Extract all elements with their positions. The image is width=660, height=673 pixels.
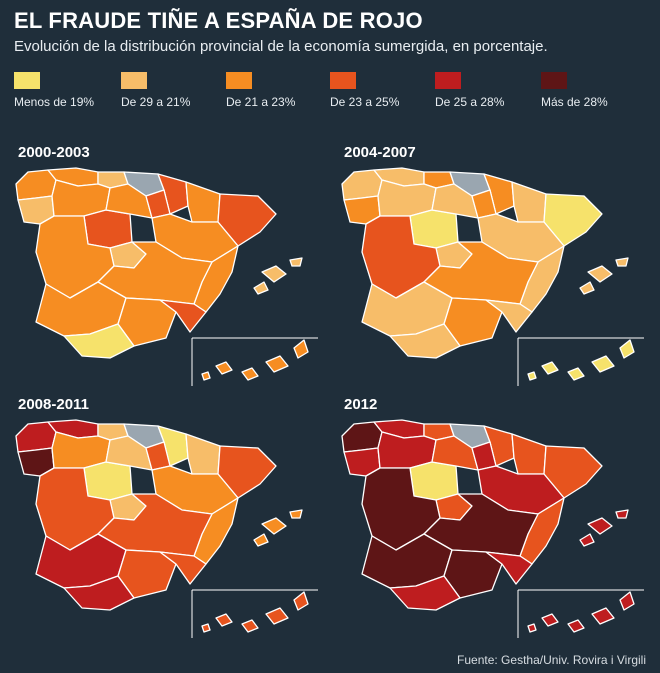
page-subtitle: Evolución de la distribución provincial …: [14, 38, 548, 55]
legend-label: Menos de 19%: [14, 95, 95, 109]
map-2000-2003: [15, 167, 318, 386]
legend-item-6: Más de 28%: [541, 72, 608, 109]
canary-islands-frame: [191, 337, 318, 386]
legend-swatch: [226, 72, 252, 89]
region-galicia-n: [341, 421, 383, 453]
region-navarra: [483, 425, 515, 467]
region-cyl-c: [83, 461, 133, 501]
region-navarra: [157, 425, 189, 467]
map-2012: [341, 419, 644, 638]
legend-item-3: De 21 a 23%: [226, 72, 295, 109]
legend-label: De 21 a 23%: [226, 95, 296, 109]
legend-swatch: [330, 72, 356, 89]
map-label-2012: 2012: [344, 396, 378, 413]
region-andalucia-s: [63, 323, 135, 359]
region-andalucia-s: [389, 323, 461, 359]
region-aragon-n: [511, 433, 547, 475]
region-cyl-c: [409, 209, 459, 249]
legend-item-2: De 29 a 21%: [121, 72, 190, 109]
legend-item-1: Menos de 19%: [14, 72, 94, 109]
region-cyl-c: [409, 461, 459, 501]
legend-swatch: [435, 72, 461, 89]
canary-islands-frame: [517, 337, 644, 386]
region-navarra: [483, 173, 515, 215]
region-murcia: [485, 299, 533, 333]
region-cyl-n: [51, 431, 111, 469]
legend-swatch: [14, 72, 40, 89]
region-balearic: [253, 257, 303, 295]
region-balearic: [579, 509, 629, 547]
region-balearic: [253, 509, 303, 547]
page-title: EL FRAUDE TIÑE A ESPAÑA DE ROJO: [14, 8, 423, 33]
region-aragon-n: [511, 181, 547, 223]
legend-item-5: De 25 a 28%: [435, 72, 504, 109]
legend-swatch: [121, 72, 147, 89]
map-2004-2007: [341, 167, 644, 386]
region-cyl-n: [377, 179, 437, 217]
region-cyl-n: [377, 431, 437, 469]
map-label-2000-2003: 2000-2003: [18, 144, 90, 161]
region-murcia: [159, 551, 207, 585]
legend-item-4: De 23 a 25%: [330, 72, 399, 109]
region-cyl-c: [83, 209, 133, 249]
region-galicia-n: [341, 169, 383, 201]
legend-label: Más de 28%: [541, 95, 608, 109]
canary-islands-frame: [191, 589, 318, 638]
region-balearic: [579, 257, 629, 295]
region-canary: [527, 339, 635, 381]
legend-label: De 29 a 21%: [121, 95, 191, 109]
region-cyl-n: [51, 179, 111, 217]
region-canary: [201, 339, 309, 381]
region-galicia-n: [15, 421, 57, 453]
region-aragon-n: [185, 181, 221, 223]
source-note: Fuente: Gestha/Univ. Rovira i Virgili: [457, 653, 646, 667]
region-galicia-n: [15, 169, 57, 201]
region-canary: [527, 591, 635, 633]
region-aragon-n: [185, 433, 221, 475]
legend-label: De 25 a 28%: [435, 95, 505, 109]
legend: Menos de 19% De 29 a 21% De 21 a 23% De …: [14, 72, 654, 116]
map-label-2008-2011: 2008-2011: [18, 396, 89, 413]
legend-label: De 23 a 25%: [330, 95, 400, 109]
region-canary: [201, 591, 309, 633]
map-label-2004-2007: 2004-2007: [344, 144, 416, 161]
region-murcia: [485, 551, 533, 585]
region-murcia: [159, 299, 207, 333]
region-andalucia-s: [389, 575, 461, 611]
region-andalucia-s: [63, 575, 135, 611]
legend-swatch: [541, 72, 567, 89]
map-2008-2011: [15, 419, 318, 638]
canary-islands-frame: [517, 589, 644, 638]
region-navarra: [157, 173, 189, 215]
